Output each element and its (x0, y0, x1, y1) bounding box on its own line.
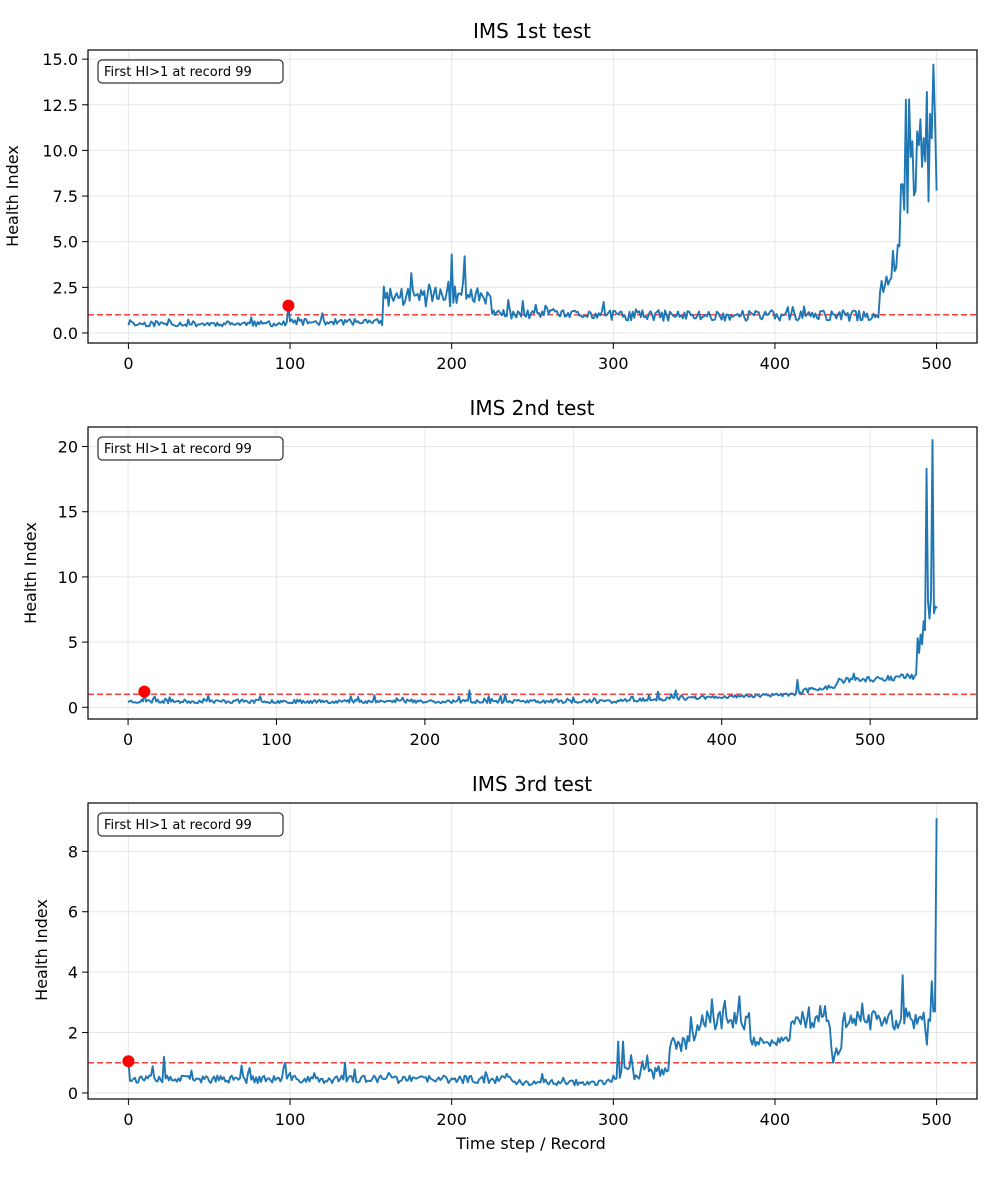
grid (88, 50, 977, 343)
marker-layer (282, 299, 295, 312)
x-tick-label: 400 (760, 354, 791, 373)
y-tick-label: 7.5 (53, 187, 78, 206)
series-layer (127, 818, 938, 1087)
x-tick-label: 200 (436, 1110, 467, 1129)
y-tick-label: 6 (68, 903, 78, 922)
x-tick-label: 500 (921, 1110, 952, 1129)
grid (88, 427, 977, 719)
chart-title: IMS 2nd test (469, 396, 594, 420)
y-tick-label: 2.5 (53, 278, 78, 297)
panel-ims-2nd-test: IMS 2nd test Health Index 0 100 200 300 400 5… (21, 396, 978, 749)
x-tick-label: 0 (123, 1110, 133, 1129)
y-axis-label: Health Index (32, 899, 51, 1001)
series-layer (127, 63, 938, 328)
health-index-line (127, 818, 938, 1087)
y-tick-label: 4 (68, 963, 78, 982)
x-tick-label: 0 (123, 730, 133, 749)
grid (88, 803, 977, 1099)
y-tick-label: 15 (58, 503, 78, 522)
y-tick-label: 0 (68, 698, 78, 717)
x-tick-label: 300 (558, 730, 589, 749)
plot-frame (87, 802, 978, 1100)
y-tick-label: 10 (58, 568, 78, 587)
y-tick-label: 10.0 (42, 141, 78, 160)
annotation-frame (97, 436, 284, 461)
y-tick-label: 0 (68, 1084, 78, 1103)
x-tick-label: 200 (436, 354, 467, 373)
x-axis-label: Time step / Record (455, 1134, 606, 1153)
y-axis-label: Health Index (21, 522, 40, 624)
y-tick-label: 12.5 (42, 96, 78, 115)
annotation-text: First HI>1 at record 99 (104, 65, 252, 80)
tick-layer: 0 100 200 300 400 500 0 5 10 15 20 (58, 438, 886, 749)
annotation-text: First HI>1 at record 99 (104, 818, 252, 833)
plot-frame (87, 49, 978, 344)
annotation-frame (97, 812, 284, 837)
first-exceed-marker (122, 1055, 135, 1068)
first-exceed-marker (138, 685, 151, 698)
chart-title: IMS 1st test (473, 19, 591, 43)
first-exceed-marker (282, 299, 295, 312)
tick-layer: 0 100 200 300 400 500 0.0 2.5 5.0 7.5 10.0 12.5 15.0 (42, 50, 951, 373)
x-tick-label: 400 (706, 730, 737, 749)
x-tick-label: 500 (855, 730, 886, 749)
chart-title: IMS 3rd test (472, 772, 592, 796)
annotation-box: First HI>1 at record 99 (97, 59, 284, 84)
x-tick-label: 0 (123, 354, 133, 373)
health-index-line (127, 439, 938, 705)
x-tick-label: 300 (598, 354, 629, 373)
x-tick-label: 500 (921, 354, 952, 373)
x-tick-label: 100 (261, 730, 292, 749)
marker-layer (138, 685, 151, 698)
series-layer (127, 439, 938, 705)
marker-layer (122, 1055, 135, 1068)
panel-ims-1st-test: IMS 1st test Health Index 0 100 200 300 400 5… (3, 19, 978, 373)
y-tick-label: 8 (68, 842, 78, 861)
y-axis-label: Health Index (3, 145, 22, 247)
annotation-box: First HI>1 at record 99 (97, 436, 284, 461)
plot-frame (87, 426, 978, 720)
x-tick-label: 200 (410, 730, 441, 749)
y-tick-label: 0.0 (53, 324, 78, 343)
health-index-line (127, 63, 938, 328)
y-tick-label: 5 (68, 633, 78, 652)
tick-layer: 0 100 200 300 400 500 0 2 4 6 8 (68, 842, 952, 1129)
y-tick-label: 15.0 (42, 50, 78, 69)
x-tick-label: 100 (275, 1110, 306, 1129)
annotation-box: First HI>1 at record 99 (97, 812, 284, 837)
x-tick-label: 400 (760, 1110, 791, 1129)
y-tick-label: 2 (68, 1024, 78, 1043)
annotation-text: First HI>1 at record 99 (104, 442, 252, 457)
x-tick-label: 100 (275, 354, 306, 373)
annotation-frame (97, 59, 284, 84)
y-tick-label: 5.0 (53, 233, 78, 252)
x-tick-label: 300 (598, 1110, 629, 1129)
panel-ims-3rd-test: IMS 3rd test Health Index Time step / Re… (32, 772, 978, 1153)
y-tick-label: 20 (58, 438, 78, 457)
